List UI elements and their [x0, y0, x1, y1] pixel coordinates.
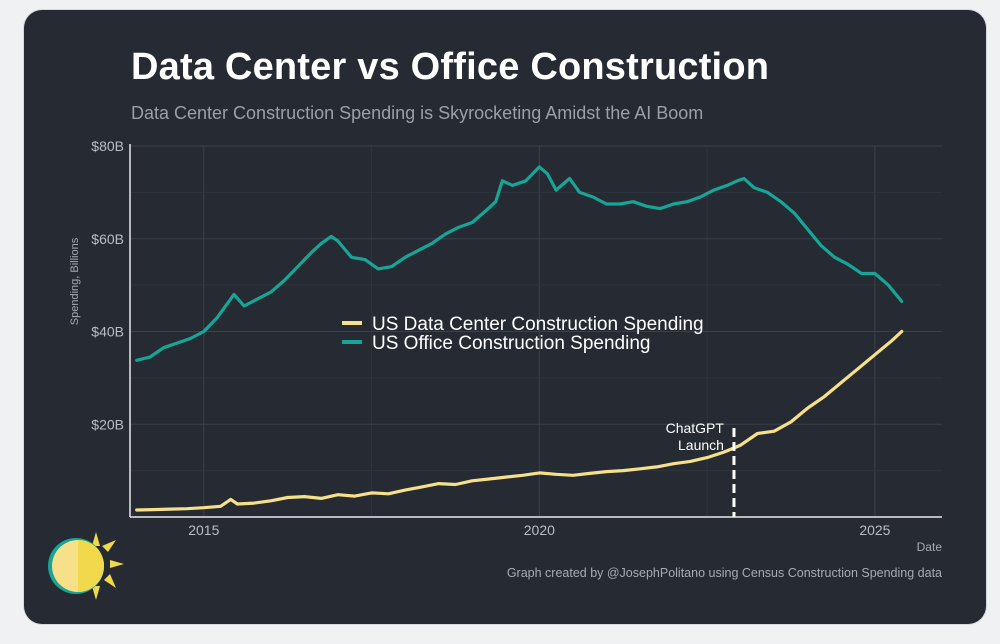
x-tick-label: 2025 — [859, 522, 890, 538]
y-axis-label: Spending, Billions — [69, 237, 81, 325]
x-tick-label: 2015 — [188, 522, 219, 538]
y-tick-label: $20B — [91, 416, 124, 432]
chart-subtitle: Data Center Construction Spending is Sky… — [131, 103, 704, 123]
sun-logo-icon — [48, 532, 124, 600]
legend-label: US Data Center Construction Spending — [372, 314, 704, 335]
annotation-label-line1: ChatGPT — [666, 420, 725, 436]
office-line — [135, 165, 904, 362]
legend-label: US Office Construction Spending — [372, 333, 650, 354]
source-credit: Graph created by @JosephPolitano using C… — [506, 566, 942, 580]
y-tick-label: $40B — [91, 324, 124, 340]
y-tick-label: $80B — [91, 138, 124, 154]
chart-card — [24, 10, 986, 624]
data-center-line — [135, 329, 904, 512]
y-tick-label: $60B — [91, 231, 124, 247]
annotation-label-line2: Launch — [678, 437, 724, 453]
chart-title: Data Center vs Office Construction — [131, 46, 770, 88]
x-axis-label: Date — [917, 540, 943, 554]
x-tick-label: 2020 — [524, 522, 555, 538]
